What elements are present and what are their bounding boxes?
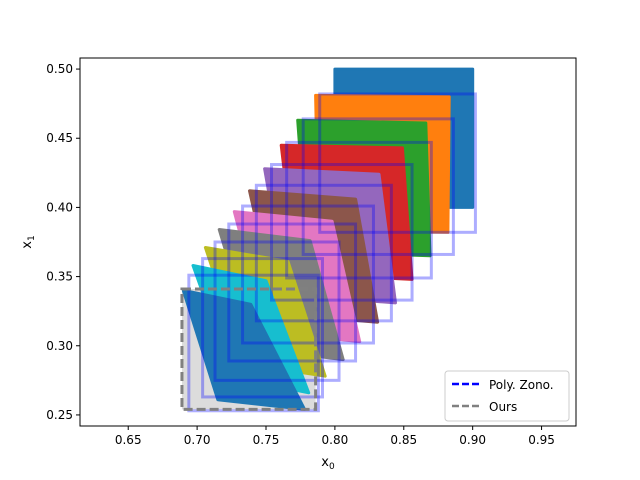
poly-zono-box-6 bbox=[227, 222, 358, 363]
poly-zono-box-3 bbox=[270, 163, 414, 302]
legend-poly-zono-label: Poly. Zono. bbox=[489, 378, 554, 392]
legend-ours-label: Ours bbox=[489, 400, 517, 414]
poly-zono-box-7 bbox=[213, 240, 341, 382]
x-tick-label: 0.75 bbox=[253, 433, 280, 447]
y-tick-label: 0.50 bbox=[46, 62, 73, 76]
y-axis-label: x1 bbox=[20, 235, 37, 248]
x-tick-label: 0.65 bbox=[115, 433, 142, 447]
x-tick-label: 0.85 bbox=[390, 433, 417, 447]
y-tick-label: 0.40 bbox=[46, 200, 73, 214]
legend: Poly. Zono. Ours bbox=[444, 370, 570, 422]
y-tick-label: 0.30 bbox=[46, 339, 73, 353]
poly-zono-box-8 bbox=[201, 257, 324, 399]
x-tick-label: 0.80 bbox=[322, 433, 349, 447]
x-tick-label: 0.95 bbox=[528, 433, 555, 447]
poly-zono-box-0 bbox=[318, 92, 477, 234]
x-tick-label: 0.70 bbox=[184, 433, 211, 447]
y-tick-label: 0.35 bbox=[46, 270, 73, 284]
x-axis-label: x0 bbox=[321, 455, 335, 472]
poly-zono-box-2 bbox=[285, 140, 433, 280]
plot-frame bbox=[79, 57, 577, 427]
y-tick-label: 0.45 bbox=[46, 131, 73, 145]
ours-box bbox=[180, 287, 318, 411]
poly-zono-box-5 bbox=[241, 204, 375, 345]
poly-zono-box-1 bbox=[301, 117, 455, 256]
y-tick-label: 0.25 bbox=[46, 408, 73, 422]
poly-zono-box-4 bbox=[254, 183, 393, 323]
x-tick-label: 0.90 bbox=[459, 433, 486, 447]
